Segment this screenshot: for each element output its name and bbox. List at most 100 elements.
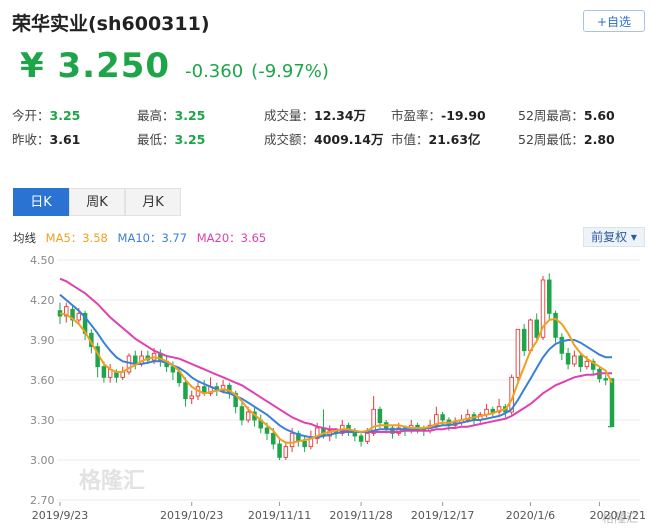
ma10-line xyxy=(59,293,612,439)
y-tick-label: 4.50 xyxy=(30,254,55,267)
tab-day[interactable]: 日K xyxy=(13,188,69,216)
candle-body xyxy=(233,392,238,408)
stat-item: 今开：3.25 xyxy=(12,105,80,124)
candle-body xyxy=(559,336,565,354)
x-tick-label: 2019/11/11 xyxy=(248,509,311,522)
y-tick-label: 4.20 xyxy=(30,294,55,307)
candle-body xyxy=(528,319,533,352)
ma5-line xyxy=(59,312,613,444)
y-tick-label: 2.70 xyxy=(30,494,55,507)
candle-body xyxy=(245,411,251,421)
tab-week[interactable]: 周K xyxy=(69,188,125,216)
stat-label: 成交量： xyxy=(264,108,315,123)
ma-label: 均线 xyxy=(13,231,36,245)
period-tabs: 日K 周K 月K xyxy=(13,188,181,216)
add-to-watchlist-button[interactable]: +自选 xyxy=(583,10,645,32)
candle-body xyxy=(490,408,496,413)
current-price: ¥ 3.250 xyxy=(20,46,171,86)
candle-body xyxy=(277,443,282,458)
stat-value: -19.90 xyxy=(441,108,486,123)
candle-body xyxy=(515,328,521,378)
stat-item: 昨收：3.61 xyxy=(12,129,80,148)
stat-value: 5.60 xyxy=(583,108,615,123)
candle-body xyxy=(264,427,270,434)
candle-body xyxy=(283,446,289,458)
ma10-legend: MA10：3.77 xyxy=(117,231,188,245)
candle-body xyxy=(239,406,245,421)
y-tick-label: 3.90 xyxy=(30,334,55,347)
candle-body xyxy=(572,355,577,365)
stat-item: 市盈率：-19.90 xyxy=(391,105,486,124)
candle-body xyxy=(271,432,276,445)
stat-value: 3.25 xyxy=(174,108,206,123)
watermark-text: 格隆汇 xyxy=(79,468,145,494)
watermark-corner-text: 格隆汇 xyxy=(602,510,638,525)
stat-label: 52周最高： xyxy=(518,108,584,123)
candle-body xyxy=(578,355,583,368)
candle-body xyxy=(365,432,370,442)
stat-label: 今开： xyxy=(12,108,50,123)
price-change: -0.360 (-9.97%) xyxy=(185,61,329,82)
stat-value: 4009.14万 xyxy=(314,132,384,147)
candle-body xyxy=(377,408,383,424)
x-tick-label: 2020/1/6 xyxy=(506,509,555,522)
stat-item: 成交额：4009.14万 xyxy=(264,129,383,148)
stat-label: 昨收： xyxy=(12,132,50,147)
candle-body xyxy=(540,279,546,338)
candle-body xyxy=(440,414,445,421)
candle-body xyxy=(590,360,596,370)
stat-value: 21.63亿 xyxy=(428,132,481,147)
candle-body xyxy=(358,435,364,442)
stat-value: 3.25 xyxy=(49,108,81,123)
candle-body xyxy=(101,366,107,378)
candle-body xyxy=(565,352,571,365)
stat-value: 12.34万 xyxy=(314,108,367,123)
ma-legend: 均线 MA5：3.58 MA10：3.77 MA20：3.65 xyxy=(13,230,272,246)
stat-item: 市值：21.63亿 xyxy=(391,129,481,148)
tab-month[interactable]: 月K xyxy=(125,188,181,216)
candle-body xyxy=(64,306,69,317)
ma20-line xyxy=(59,277,612,433)
stat-value: 2.80 xyxy=(583,132,615,147)
ma5-legend: MA5：3.58 xyxy=(45,231,108,245)
stat-label: 52周最低： xyxy=(518,132,584,147)
candle-body xyxy=(220,384,226,392)
candle-body xyxy=(521,328,527,352)
stat-label: 最高： xyxy=(137,108,175,123)
candle-body xyxy=(302,440,307,448)
candle-body xyxy=(390,427,395,434)
candle-body xyxy=(170,366,176,373)
ma20-legend: MA20：3.65 xyxy=(196,231,267,245)
change-value: -0.360 xyxy=(185,61,244,82)
candle-body xyxy=(371,408,376,434)
stat-label: 成交额： xyxy=(264,132,315,147)
y-tick-label: 3.60 xyxy=(30,374,55,387)
y-tick-label: 3.00 xyxy=(30,454,55,467)
x-tick-label: 2020/1/21 xyxy=(590,509,646,522)
x-tick-label: 2019/10/23 xyxy=(160,509,223,522)
stat-label: 最低： xyxy=(137,132,175,147)
change-percent: (-9.97%) xyxy=(251,61,329,82)
stat-item: 最高：3.25 xyxy=(137,105,205,124)
candle-body xyxy=(76,312,82,321)
x-tick-label: 2019/9/23 xyxy=(32,509,88,522)
candle-body xyxy=(534,319,539,338)
candle-body xyxy=(553,312,558,338)
y-tick-label: 3.30 xyxy=(30,414,55,427)
candle-body xyxy=(603,378,608,381)
kline-chart: 4.504.203.903.603.303.002.70格隆汇格隆汇2019/9… xyxy=(30,254,646,525)
x-tick-label: 2019/11/28 xyxy=(329,509,392,522)
candle-body xyxy=(289,432,295,448)
adjust-dropdown[interactable]: 前复权 ▾ xyxy=(583,227,645,247)
stat-item: 52周最高：5.60 xyxy=(518,105,615,124)
quote-row: ¥ 3.250 -0.360 (-9.97%) xyxy=(20,46,329,90)
stat-item: 52周最低：2.80 xyxy=(518,129,615,148)
stat-value: 3.25 xyxy=(174,132,206,147)
candle-body xyxy=(584,360,590,368)
candle-body xyxy=(314,427,320,440)
stat-label: 市值： xyxy=(391,132,429,147)
stock-title: 荣华实业(sh600311) xyxy=(12,13,210,35)
stat-item: 最低：3.25 xyxy=(137,129,205,148)
candle-body xyxy=(434,414,439,426)
candle-body xyxy=(609,378,615,428)
